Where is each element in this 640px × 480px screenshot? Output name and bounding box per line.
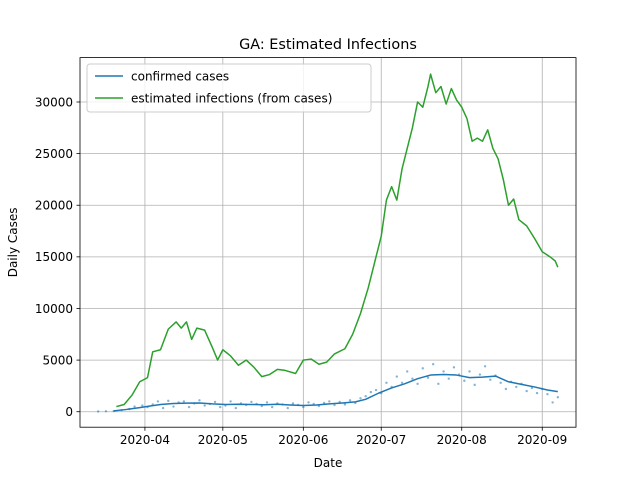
y-tick-label: 25000 bbox=[35, 147, 73, 161]
chart-title: GA: Estimated Infections bbox=[239, 37, 417, 53]
scatter-point bbox=[167, 399, 170, 403]
scatter-point bbox=[172, 405, 175, 408]
series-line-estimated bbox=[116, 73, 559, 408]
scatter-point bbox=[96, 410, 100, 413]
legend-label-estimated: estimated infections (from cases) bbox=[131, 92, 332, 106]
scatter-point bbox=[213, 400, 217, 404]
legend-box bbox=[86, 63, 372, 113]
scatter-point bbox=[400, 381, 404, 385]
y-tick-label: 15000 bbox=[35, 250, 73, 264]
scatter-point bbox=[478, 373, 482, 376]
scatter-point bbox=[182, 400, 186, 403]
scatter-point bbox=[431, 363, 435, 366]
x-tick-label: 2020-05 bbox=[198, 433, 248, 447]
lines-layer bbox=[113, 73, 559, 412]
scatter-point bbox=[463, 379, 466, 382]
y-axis: 0 5000 10000 15000 20000 25000 30000 bbox=[35, 95, 80, 419]
scatter-point bbox=[328, 400, 331, 403]
scatter-point bbox=[499, 381, 502, 385]
scatter-point bbox=[374, 388, 378, 392]
y-axis-label: Daily Cases bbox=[6, 208, 20, 278]
scatter-point bbox=[535, 391, 539, 395]
scatter-point bbox=[395, 375, 399, 378]
scatter-point bbox=[551, 401, 554, 404]
legend: confirmed cases estimated infections (fr… bbox=[86, 63, 372, 113]
y-tick-label: 10000 bbox=[35, 302, 73, 316]
scatter-point bbox=[483, 365, 487, 368]
scatter-point bbox=[229, 400, 232, 403]
y-tick-label: 5000 bbox=[42, 353, 73, 367]
scatter-point bbox=[385, 381, 388, 385]
scatter-point bbox=[546, 392, 549, 396]
scatter-point bbox=[104, 410, 108, 413]
y-tick-label: 30000 bbox=[35, 95, 73, 109]
scatter-point bbox=[265, 401, 269, 404]
x-tick-label: 2020-08 bbox=[437, 433, 487, 447]
scatter-point bbox=[198, 399, 201, 402]
scatter-point bbox=[307, 401, 310, 404]
x-tick-label: 2020-06 bbox=[278, 433, 328, 447]
scatter-point bbox=[411, 377, 414, 380]
grid bbox=[80, 57, 576, 428]
scatter-point bbox=[504, 387, 508, 391]
scatter-point bbox=[473, 383, 476, 387]
scatter-point bbox=[141, 404, 144, 407]
scatter-point bbox=[302, 405, 305, 409]
scatter-point bbox=[359, 397, 362, 400]
scatter-point bbox=[489, 378, 492, 381]
scatter-point bbox=[348, 399, 352, 402]
scatter-point bbox=[452, 366, 456, 369]
scatter-point bbox=[286, 406, 289, 410]
scatter-point bbox=[421, 367, 424, 370]
scatter-point bbox=[291, 402, 295, 405]
x-tick-label: 2020-07 bbox=[356, 433, 406, 447]
scatter-point bbox=[234, 406, 238, 410]
scatter-point bbox=[161, 406, 165, 410]
scatter-point bbox=[426, 376, 430, 379]
scatter-point bbox=[343, 403, 347, 406]
scatter-point bbox=[250, 400, 253, 404]
y-tick-label: 20000 bbox=[35, 199, 73, 213]
scatter-point bbox=[556, 396, 560, 399]
x-tick-label: 2020-09 bbox=[517, 433, 567, 447]
scatter-point bbox=[530, 386, 534, 390]
scatter-point bbox=[203, 404, 206, 407]
scatter-point bbox=[442, 370, 445, 373]
series-line-confirmed bbox=[113, 373, 558, 412]
scatter-point bbox=[219, 405, 222, 409]
x-axis-label: Date bbox=[314, 456, 343, 470]
scatter-point bbox=[515, 385, 518, 389]
x-axis: 2020-04 2020-05 2020-06 2020-07 2020-08 2020-… bbox=[120, 427, 567, 447]
scatter-point bbox=[133, 405, 136, 408]
scatter-point bbox=[260, 404, 263, 408]
legend-label-confirmed: confirmed cases bbox=[131, 70, 229, 84]
x-tick-label: 2020-04 bbox=[120, 433, 170, 447]
scatter-point bbox=[270, 405, 274, 409]
scatter-point bbox=[437, 382, 440, 386]
scatter-point bbox=[468, 370, 471, 373]
scatter-point bbox=[364, 395, 367, 398]
scatter-point bbox=[187, 405, 191, 409]
scatter-point bbox=[416, 382, 419, 386]
scatter-point bbox=[156, 400, 160, 403]
scatter-point bbox=[447, 377, 450, 380]
scatter-point bbox=[369, 390, 373, 394]
y-tick-label: 0 bbox=[65, 405, 73, 419]
scatter-point bbox=[525, 389, 528, 393]
scatter-point bbox=[333, 403, 336, 407]
scatter-point bbox=[406, 370, 409, 373]
plot-frame bbox=[79, 57, 577, 428]
